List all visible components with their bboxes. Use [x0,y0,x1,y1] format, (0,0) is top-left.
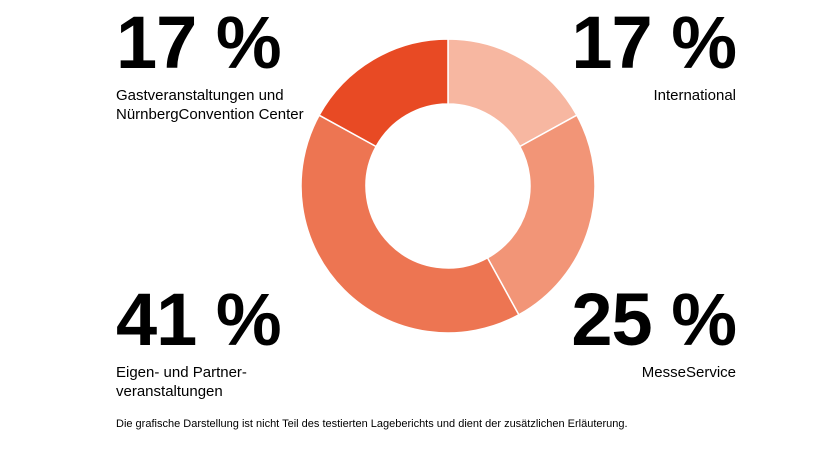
value-eigenveranstaltungen: 41 % [116,278,282,361]
label-messeservice-text: MesseService [641,364,736,381]
label-gastveranstaltungen-line1: Gastveranstaltungen und [116,87,284,104]
label-gastveranstaltungen: 17 % Gastveranstaltungen und NürnbergCon… [116,6,304,124]
value-gastveranstaltungen: 17 % [116,1,282,84]
label-international: 17 % International [571,1,737,105]
value-international: 17 % [571,1,737,84]
footnote: Die grafische Darstellung ist nicht Teil… [116,418,628,430]
donut-slice-2 [300,114,520,334]
label-eigenveranstaltungen-line2: veranstaltungen [116,383,223,400]
label-gastveranstaltungen-line2: NürnbergConvention Center [116,106,304,123]
label-eigenveranstaltungen-line1: Eigen- und Partner- [116,364,247,381]
label-messeservice: 25 % MesseService [571,278,737,382]
donut-slice-1 [486,114,596,316]
label-eigenveranstaltungen-text: Eigen- und Partner- veranstaltungen [116,363,281,401]
label-international-text: International [653,87,736,104]
donut-slice-3 [318,38,449,148]
label-gastveranstaltungen-text: Gastveranstaltungen und NürnbergConventi… [116,86,304,124]
value-messeservice: 25 % [571,278,737,361]
label-eigenveranstaltungen: 41 % Eigen- und Partner- veranstaltungen [116,278,282,401]
